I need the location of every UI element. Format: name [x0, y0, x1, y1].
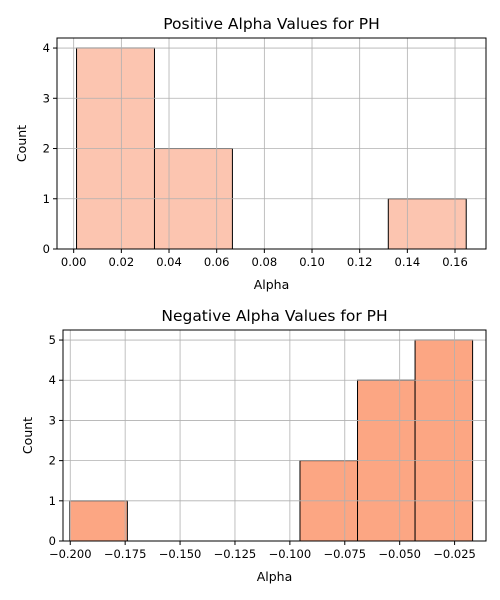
x-tick-label: −0.200 — [49, 547, 92, 561]
y-tick-label: 3 — [49, 413, 56, 427]
negative-alpha-histogram: −0.200 −0.175 −0.150 −0.125 −0.100 −0.075 −0.0… — [20, 307, 487, 584]
x-tick-label: −0.150 — [159, 547, 202, 561]
chart-title: Negative Alpha Values for PH — [161, 307, 387, 325]
x-tick-label: 0.06 — [204, 255, 230, 269]
axes-frame — [62, 329, 487, 542]
x-tick-label: 0.04 — [156, 255, 182, 269]
x-tick-label: −0.050 — [378, 547, 421, 561]
y-tick-label: 2 — [43, 142, 50, 156]
histogram-bar — [414, 339, 474, 542]
x-tick-label: −0.125 — [214, 547, 257, 561]
y-tick-label: 5 — [49, 333, 56, 347]
y-tick-label: 1 — [49, 494, 56, 508]
histogram-bar — [387, 198, 467, 250]
y-axis-label: Count — [20, 417, 35, 454]
x-tick-label: −0.025 — [433, 547, 476, 561]
chart-title: Positive Alpha Values for PH — [163, 15, 380, 33]
y-tick-label: 1 — [43, 192, 50, 206]
x-tick-label: −0.100 — [269, 547, 312, 561]
x-tick-label: 0.10 — [299, 255, 325, 269]
histogram-bar — [69, 500, 128, 542]
positive-alpha-histogram: 0.00 0.02 0.04 0.06 0.08 0.10 0.12 0.14 0.16 0 1 2 3… — [14, 15, 487, 292]
y-tick-label: 4 — [49, 373, 56, 387]
axes-frame — [56, 37, 487, 250]
x-tick-label: 0.02 — [109, 255, 135, 269]
x-tick-label: 0.00 — [61, 255, 87, 269]
x-axis-label: Alpha — [254, 277, 290, 292]
y-tick-label: 0 — [49, 534, 56, 548]
x-tick-label: 0.14 — [395, 255, 421, 269]
y-tick-label: 0 — [43, 242, 50, 256]
x-tick-label: 0.16 — [442, 255, 468, 269]
y-tick-label: 2 — [49, 454, 56, 468]
x-tick-label: 0.08 — [252, 255, 278, 269]
x-axis-label: Alpha — [257, 569, 293, 584]
y-axis-label: Count — [14, 125, 29, 162]
y-tick-label: 3 — [43, 91, 50, 105]
x-tick-label: −0.075 — [323, 547, 366, 561]
y-tick-label: 4 — [43, 41, 50, 55]
x-tick-label: −0.175 — [104, 547, 147, 561]
x-tick-label: 0.12 — [347, 255, 373, 269]
